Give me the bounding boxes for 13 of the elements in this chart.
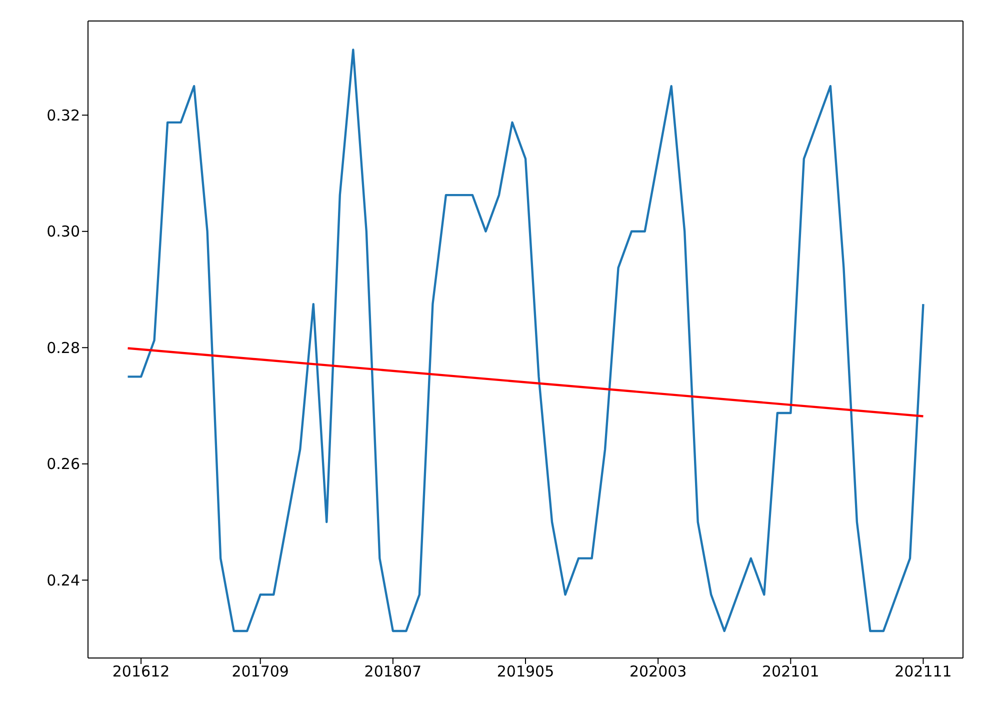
x-tick-label: 201807 (364, 662, 422, 681)
y-tick-label: 0.26 (46, 455, 80, 474)
x-tick-label: 202003 (629, 662, 687, 681)
x-tick-label: 202101 (762, 662, 820, 681)
y-tick-label: 0.32 (46, 106, 80, 124)
y-tick-label: 0.24 (46, 571, 80, 590)
x-tick-label: 201612 (112, 662, 170, 681)
y-tick-label: 0.28 (46, 338, 80, 357)
y-tick-label: 0.30 (46, 222, 80, 241)
x-tick-label: 201905 (496, 662, 554, 681)
x-tick-label: 202111 (894, 662, 952, 681)
x-tick-label: 201709 (232, 662, 289, 681)
line-series (126, 48, 924, 632)
